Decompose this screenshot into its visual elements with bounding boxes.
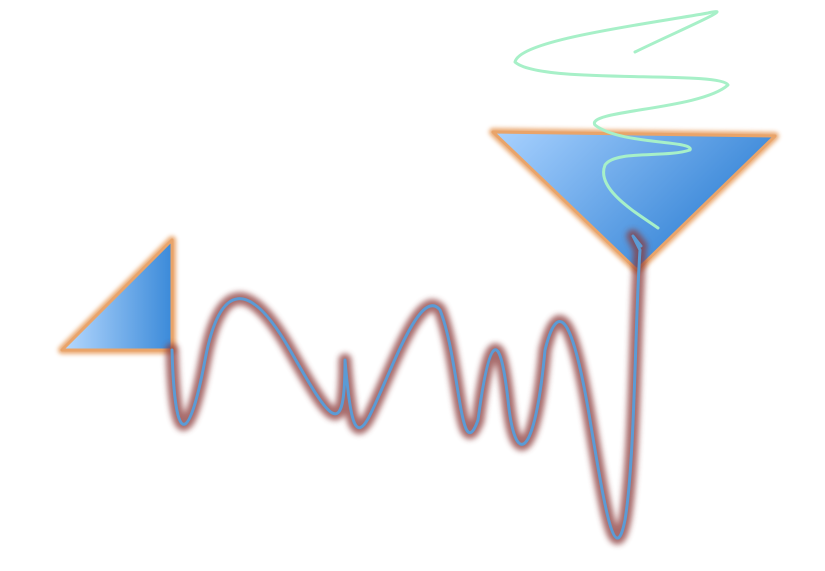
left-triangle[interactable]	[58, 236, 176, 354]
main-wave-line[interactable]	[165, 229, 648, 545]
right-triangle[interactable]	[489, 128, 779, 274]
green-squiggle-line[interactable]	[513, 10, 730, 230]
